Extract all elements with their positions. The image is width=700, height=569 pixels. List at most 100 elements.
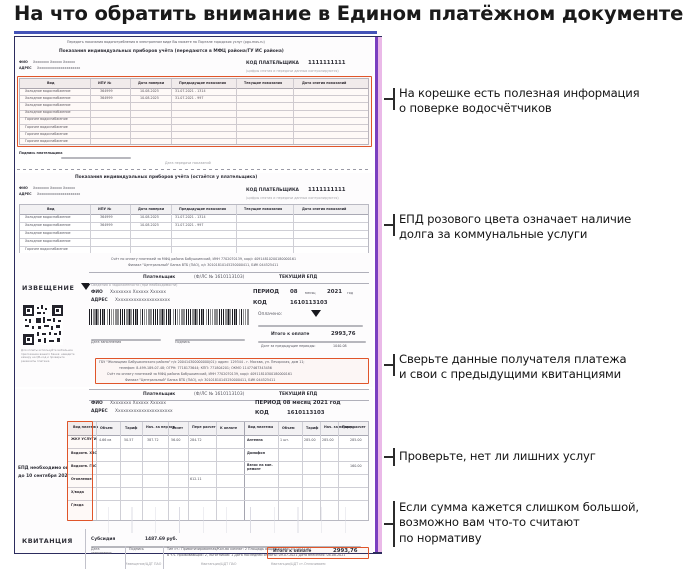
table-row: Холодное водоснабжение 364999 10.08.2025… (20, 222, 368, 231)
receipt-subsidy-label: Субсидия (91, 537, 116, 542)
qr-noise (42, 333, 46, 335)
cell-vid: Холодное водоснабжение (25, 95, 71, 100)
cell-vid: Холодное водоснабжение (25, 88, 71, 93)
leader-vertical-bar (393, 88, 395, 110)
qr-noise (57, 338, 60, 342)
svc-col-sep (142, 422, 143, 520)
qr-noise (41, 305, 43, 309)
perforation-line (17, 169, 371, 170)
table-row: Холодное водоснабжение 364999 10.08.2025… (20, 88, 368, 97)
stub-bottom-fio-value: Хххххххх Хххххх Хххххх (33, 186, 76, 190)
cell-vid: Холодное водоснабжение (25, 215, 71, 219)
epd-address-label: АДРЕС (91, 409, 108, 414)
cell-ipu: 364999 (100, 223, 113, 227)
leader-horizontal-tick (384, 523, 393, 525)
title-underline (14, 31, 377, 34)
qr-noise (51, 326, 53, 330)
svc-col-sep (120, 422, 121, 520)
notice-period-label: ПЕРИОД (253, 289, 280, 295)
notice-total-value: 2993,76 (331, 331, 356, 337)
col-header-readdate: Дата снятия показаний (302, 81, 347, 85)
svc-col-sep (96, 422, 97, 520)
stub-top-section: Передать показания водопотребления в эле… (15, 37, 373, 149)
highlight-meter-verification (17, 76, 372, 147)
svc-col-sep (338, 422, 339, 520)
qr-noise (43, 312, 45, 314)
qr-module (27, 338, 30, 341)
epd-period-text: ПЕРИОД 08 месяц 2021 год (255, 400, 341, 406)
notice-paid-marker-triangle (311, 310, 321, 317)
annotation-1: На корешке есть полезная информация о по… (399, 86, 640, 117)
svc-cell-name: Водоотв. ХВС (71, 451, 97, 455)
table-row: Холодное водоснабжение (20, 230, 368, 239)
signature-rule (61, 157, 131, 159)
svc-col-tarif-right: Тариф (306, 426, 319, 430)
document-edge-white (373, 37, 375, 552)
svc-col-obem-right: Объем (282, 426, 295, 430)
svc-cell-name-right: Взнос на кап. ремонт (247, 463, 273, 471)
notice-address-value: Ххххххххххххххххххххх (115, 298, 170, 303)
notice-marker-triangle (81, 283, 91, 290)
annotation-5-line-3: по нормативу (399, 530, 482, 545)
recipient-line-3: Счёт по оплату платежей за МФЦ района Ба… (107, 372, 293, 376)
qr-noise (45, 308, 47, 310)
payment-document-scan: Передать показания водопотребления в эле… (14, 36, 382, 569)
receipt-signature-label: Подпись (129, 547, 144, 551)
svc-cell-name-right: Домофон (247, 451, 265, 455)
receipt-info-line-1: Тип ст.: Приватизированная/Кол-во комнат… (167, 547, 311, 551)
cell-vid: Горячее водоснабжение (25, 124, 68, 129)
services-row: Г/вода (68, 500, 368, 513)
notice-header-row: Плательщик (Ф/ЛС № 1610113103) ТЕКУЩИЙ Е… (89, 272, 369, 284)
col-header-vid: Вид (47, 81, 55, 85)
receipt-section-label: КВИТАНЦИЯ (22, 537, 73, 545)
svc-cell-accrued: 387.72 (147, 438, 159, 442)
notice-fio-value: Хххххххх Хххххх Хххххх (110, 290, 166, 295)
svc-col-obem-left: Объем (100, 426, 113, 430)
qr-noise (37, 312, 41, 314)
qr-noise (47, 319, 51, 321)
epd-address-value: Хххххххххххххххххххххх (115, 409, 173, 414)
signature-rule (175, 339, 245, 341)
svc-cell-topay-right: 160.00 (350, 464, 362, 468)
services-row: Водоотв. ГВС Взнос на кап. ремонт 160.00 (68, 461, 368, 475)
col-header-cur: Текущие показания (244, 81, 283, 85)
table-row: Горячее водоснабжение (20, 138, 368, 145)
cell-prev: 31.07.2021 - 1314 (175, 215, 206, 219)
cell-vid: Холодное водоснабжение (25, 110, 71, 115)
stub-top-payer-code-value: 1111111111 (308, 60, 346, 66)
cell-vid: Горячее водоснабжение (25, 131, 68, 136)
cell-vid: Холодное водоснабжение (25, 223, 71, 227)
stub-top-heading: Показания индивидуальных приборов учёта … (59, 49, 284, 54)
stub-top-fio-value: Хххххххх Хххххх Хххххх (33, 60, 76, 64)
qr-noise (49, 332, 51, 335)
annotation-5-line-2: возможно вам что-то считают (399, 515, 580, 530)
cell-vid: Горячее водоснабжение (25, 247, 68, 251)
table-col-sep (90, 79, 91, 144)
receipt-footer-3: Квитанция/ЦДТ ст.Оплачиваем (271, 562, 326, 566)
receipt-section: КВИТАНЦИЯ Субсидия 1487.69 руб. Дата зап… (15, 529, 373, 569)
leader-horizontal-tick (384, 456, 393, 458)
table-col-sep (236, 205, 237, 269)
svc-col-sep (168, 422, 169, 520)
leader-vertical-bar (393, 214, 395, 236)
notice-section: ИЗВЕЩЕНИЕ (15, 253, 373, 387)
cell-ipu: 364999 (100, 88, 113, 93)
annotation-1-line-2: о поверке водосчётчиков (399, 101, 552, 116)
epd-fio-label: ФИО (91, 401, 103, 406)
qr-noise (54, 333, 57, 335)
recipient-line-2: телефон: 8-499-189-07-48; ОГРН: 77181736… (119, 366, 272, 370)
cell-ipu: 364999 (100, 215, 113, 219)
table-col-sep (171, 205, 172, 269)
barcode (89, 309, 249, 325)
leader-horizontal-tick (384, 364, 393, 366)
qr-noise (56, 325, 60, 328)
table-col-sep (130, 79, 131, 144)
services-row: ЖКУ УСЛУГИ 4.66 кв 50.57 387.72 56.00 28… (68, 435, 368, 449)
leader-vertical-bar (393, 354, 395, 376)
annotation-4: Проверьте, нет ли лишних услуг (399, 449, 596, 464)
cell-prev: 31.07.2021 - 997 (175, 95, 204, 100)
receipt-col-sep (125, 546, 126, 569)
col-header-ipu: ИПУ № (98, 207, 112, 211)
qr-noise (37, 307, 39, 309)
notice-period-month: 08 (290, 289, 298, 295)
